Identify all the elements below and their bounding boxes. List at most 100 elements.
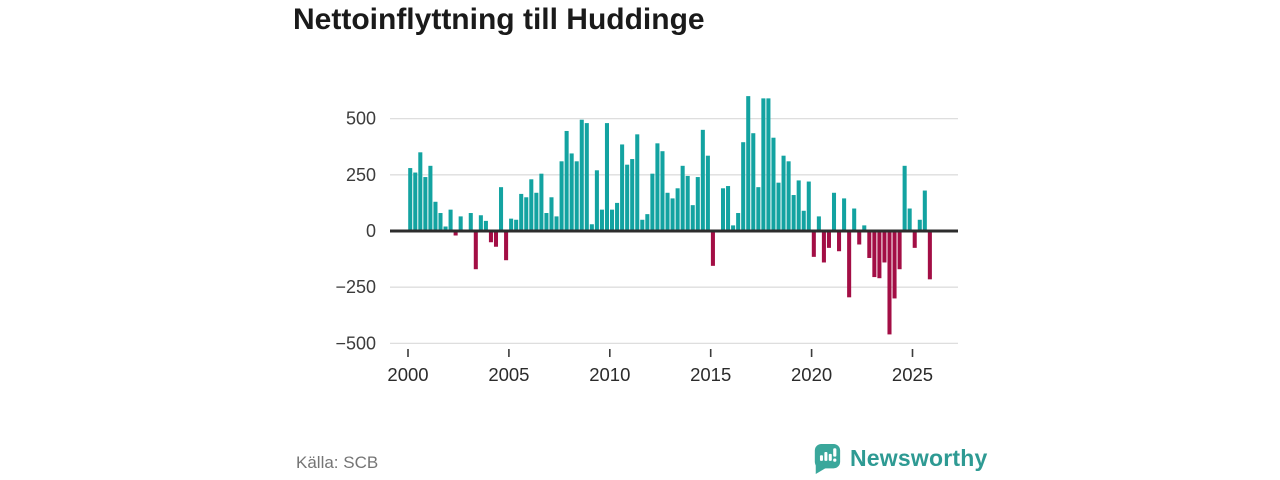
bar-2002Q1 — [448, 209, 453, 231]
bar-2015Q3 — [720, 188, 726, 231]
bar-2013Q2 — [675, 188, 680, 231]
bar-2010Q4 — [625, 164, 630, 231]
bar-2019Q2 — [796, 180, 801, 231]
x-tick-label-2005: 2005 — [488, 364, 529, 385]
bar-2011Q3 — [640, 219, 645, 231]
bar-2011Q4 — [645, 214, 650, 231]
bar-2025Q2 — [917, 219, 922, 231]
bar-2007Q1 — [549, 197, 554, 231]
bar-2014Q2 — [695, 177, 700, 231]
bar-2022Q1 — [852, 208, 857, 231]
bar-2001Q2 — [433, 201, 438, 231]
source-note: Källa: SCB — [296, 453, 379, 472]
x-tick-label-2015: 2015 — [690, 364, 731, 385]
bar-2007Q4 — [564, 130, 569, 231]
bar-2011Q2 — [635, 134, 640, 231]
bar-2005Q4 — [524, 197, 529, 231]
brand-logo: Newsworthy — [812, 441, 987, 475]
bar-2018Q2 — [776, 182, 781, 231]
bar-2007Q2 — [554, 216, 559, 231]
bar-2023Q3 — [882, 231, 887, 263]
bar-2000Q1 — [408, 168, 413, 231]
bar-2020Q3 — [821, 231, 826, 263]
bar-2024Q1 — [892, 231, 897, 299]
bar-2008Q2 — [574, 161, 579, 231]
bar-2012Q4 — [665, 192, 670, 231]
bar-2010Q1 — [610, 209, 615, 231]
bar-2022Q3 — [862, 225, 867, 231]
bar-2013Q4 — [685, 175, 690, 231]
bar-2008Q4 — [584, 123, 589, 231]
bar-2024Q2 — [897, 231, 902, 270]
brand-name: Newsworthy — [850, 444, 988, 471]
bar-2023Q2 — [877, 231, 882, 279]
bar-2014Q4 — [705, 155, 710, 231]
bar-2018Q1 — [771, 137, 776, 231]
bar-2012Q1 — [650, 173, 655, 231]
bar-2018Q3 — [781, 155, 786, 231]
bar-2002Q2 — [453, 231, 458, 236]
bar-2016Q2 — [736, 213, 741, 231]
bar-2015Q4 — [726, 186, 731, 231]
bar-2016Q4 — [746, 96, 751, 232]
bar-2004Q3 — [499, 187, 504, 231]
bar-2013Q1 — [670, 198, 675, 231]
bar-2025Q1 — [912, 231, 917, 248]
bar-2010Q2 — [615, 202, 620, 231]
bar-2022Q4 — [867, 231, 872, 258]
y-tick-label-0: 0 — [366, 221, 376, 241]
bar-2021Q4 — [847, 231, 852, 298]
x-tick-label-2020: 2020 — [791, 364, 832, 385]
bar-2019Q4 — [806, 181, 811, 231]
bar-2002Q3 — [458, 216, 463, 231]
bar-2021Q1 — [831, 192, 837, 231]
x-tick-label-2010: 2010 — [589, 364, 630, 385]
newsworthy-icon — [814, 443, 841, 474]
bar-2003Q4 — [483, 220, 488, 231]
bar-2023Q4 — [887, 231, 892, 335]
bar-2024Q3 — [902, 165, 907, 231]
bar-2012Q3 — [660, 151, 665, 231]
bar-2017Q3 — [761, 98, 766, 232]
bar-2015Q1 — [710, 231, 715, 266]
bar-2009Q3 — [599, 209, 604, 231]
bar-2010Q3 — [620, 144, 625, 231]
x-tick-label-2000: 2000 — [387, 364, 428, 385]
bar-2001Q3 — [438, 213, 443, 231]
bar-2018Q4 — [786, 161, 791, 231]
y-tick-label--500: −500 — [335, 333, 376, 353]
bar-2022Q2 — [857, 231, 862, 245]
bar-2025Q3 — [922, 190, 927, 231]
chart-title: Nettoinflyttning till Huddinge — [293, 3, 705, 36]
y-tick-label-250: 250 — [346, 165, 376, 185]
bar-2020Q4 — [826, 231, 831, 248]
bar-2009Q2 — [594, 170, 599, 231]
y-tick-label--250: −250 — [335, 277, 376, 297]
chart-canvas: 500 250 0 −250 −500 2000 2005 2010 2015 2020 2025 — [335, 96, 958, 385]
bar-2024Q4 — [907, 208, 912, 231]
bar-2025Q4 — [927, 231, 932, 280]
bar-2019Q3 — [801, 210, 806, 231]
bar-2019Q1 — [791, 195, 796, 231]
bar-2006Q3 — [539, 173, 544, 231]
bar-2006Q1 — [529, 179, 534, 231]
bar-2021Q2 — [837, 231, 842, 252]
bar-2000Q3 — [418, 152, 423, 231]
bar-2014Q3 — [700, 129, 705, 231]
bar-2016Q1 — [731, 225, 736, 231]
bar-2020Q2 — [816, 216, 821, 231]
bar-2007Q3 — [559, 161, 564, 231]
bar-2006Q4 — [544, 213, 549, 231]
bar-2017Q4 — [766, 98, 771, 232]
bar-2008Q1 — [569, 153, 574, 231]
bar-2003Q1 — [468, 213, 473, 231]
bar-2013Q3 — [680, 165, 685, 231]
x-tick-label-2025: 2025 — [892, 364, 933, 385]
bar-2014Q1 — [690, 205, 695, 231]
bar-2017Q2 — [756, 187, 761, 231]
bar-2020Q1 — [811, 231, 816, 257]
bar-2004Q1 — [488, 231, 493, 243]
bar-2004Q4 — [504, 231, 509, 261]
bar-2005Q2 — [514, 219, 519, 231]
bar-2017Q1 — [751, 133, 756, 231]
